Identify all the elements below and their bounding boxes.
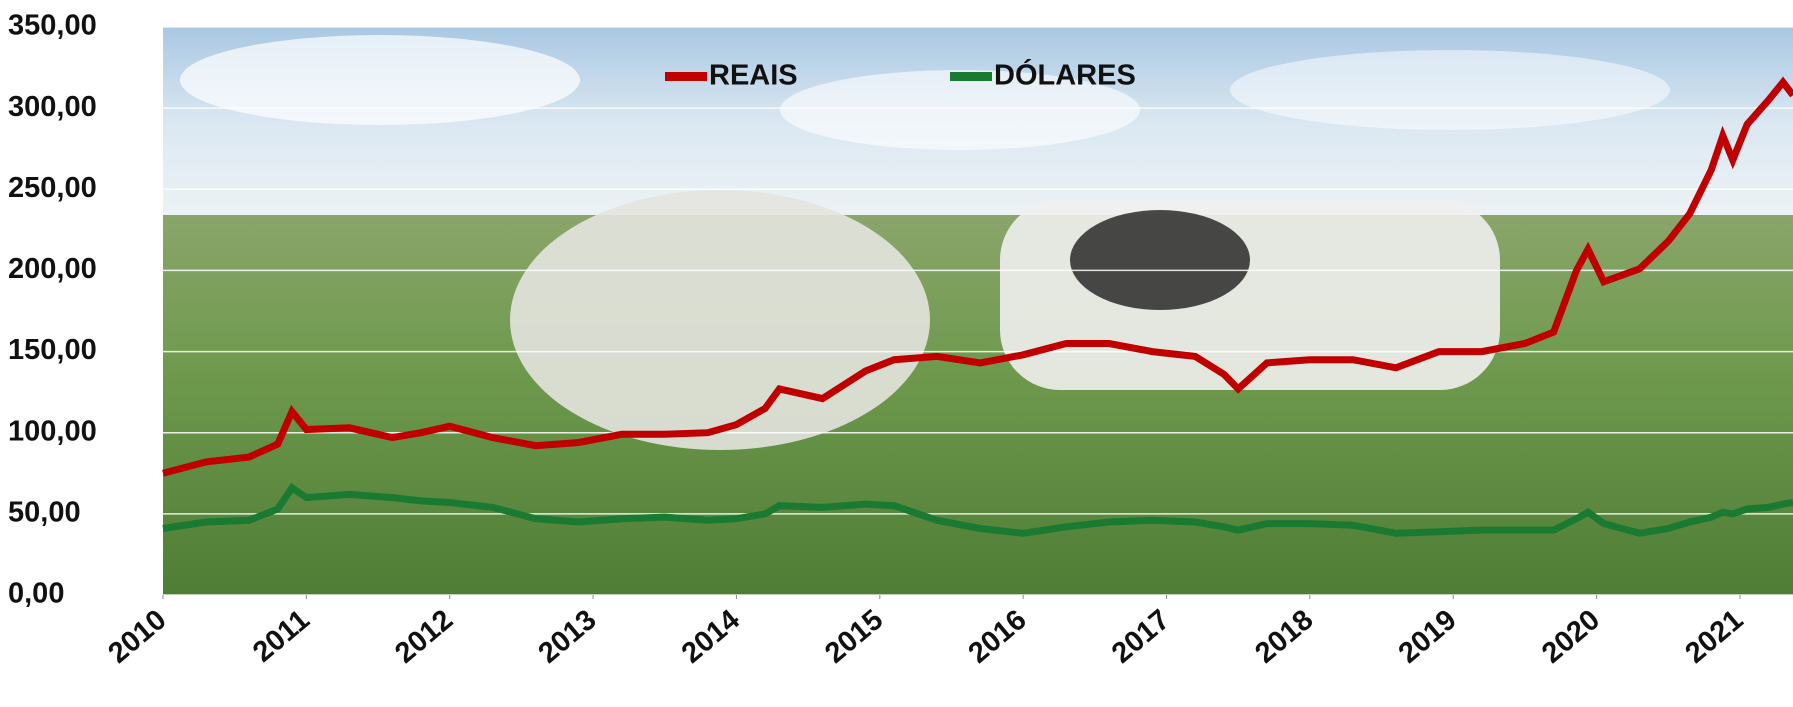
chart: 0,00 50,00 100,00 150,00 200,00 250,00 300,00 3…	[0, 0, 1793, 707]
y-tick-label: 200,00	[8, 253, 97, 285]
plot-background	[163, 27, 1793, 595]
x-tick-label: 2016	[963, 604, 1033, 670]
x-tick-label: 2020	[1536, 604, 1606, 670]
y-tick-label: 100,00	[8, 415, 97, 447]
x-tick-label: 2017	[1106, 604, 1176, 670]
y-tick-label: 50,00	[8, 497, 81, 529]
legend-swatch	[665, 72, 707, 81]
x-tick-label: 2021	[1679, 604, 1749, 670]
x-tick-label: 2011	[247, 604, 316, 669]
legend-label: REAIS	[709, 60, 798, 92]
y-tick-label: 0,00	[8, 578, 64, 610]
y-tick-label: 300,00	[8, 91, 97, 123]
x-tick-label: 2019	[1393, 604, 1463, 670]
y-tick-label: 350,00	[8, 10, 97, 42]
x-tick-label: 2015	[819, 604, 889, 670]
legend-label: DÓLARES	[994, 58, 1136, 92]
x-tick-label: 2010	[102, 604, 172, 670]
x-tick-label: 2013	[533, 604, 603, 670]
y-tick-label: 150,00	[8, 334, 97, 366]
x-tick-label: 2012	[389, 604, 459, 670]
x-tick-label: 2018	[1249, 604, 1319, 670]
y-tick-label: 250,00	[8, 172, 97, 204]
x-tick-label: 2014	[676, 604, 746, 670]
legend-swatch	[950, 72, 992, 81]
